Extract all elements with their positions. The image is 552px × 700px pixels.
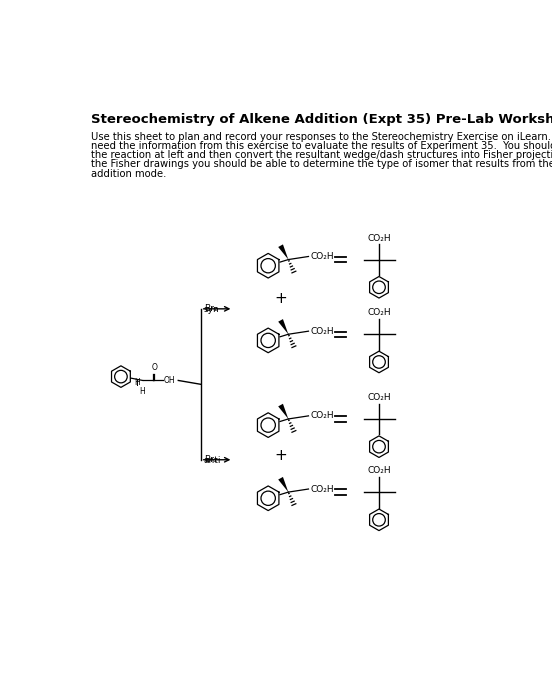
Text: OH: OH: [163, 376, 175, 385]
Polygon shape: [278, 404, 288, 419]
Text: Br₂: Br₂: [204, 456, 217, 464]
Text: CO₂H: CO₂H: [367, 234, 391, 243]
Text: H: H: [139, 387, 145, 396]
Polygon shape: [278, 319, 288, 335]
Text: CO₂H: CO₂H: [310, 412, 333, 421]
Text: Use this sheet to plan and record your responses to the Stereochemistry Exercise: Use this sheet to plan and record your r…: [91, 132, 552, 141]
Text: the reaction at left and then convert the resultant wedge/dash structures into F: the reaction at left and then convert th…: [91, 150, 552, 160]
Text: anti: anti: [204, 456, 221, 465]
Text: CO₂H: CO₂H: [367, 393, 391, 402]
Text: CO₂H: CO₂H: [310, 327, 333, 336]
Text: Stereochemistry of Alkene Addition (Expt 35) Pre-Lab Worksheet: Stereochemistry of Alkene Addition (Expt…: [91, 113, 552, 126]
Text: H: H: [134, 377, 140, 386]
Polygon shape: [278, 477, 288, 492]
Text: Br₂: Br₂: [204, 304, 217, 314]
Text: O: O: [151, 363, 157, 372]
Text: the Fisher drawings you should be able to determine the type of isomer that resu: the Fisher drawings you should be able t…: [91, 160, 552, 169]
Text: need the information from this exercise to evaluate the results of Experiment 35: need the information from this exercise …: [91, 141, 552, 151]
Text: +: +: [274, 290, 287, 306]
Text: CO₂H: CO₂H: [367, 466, 391, 475]
Text: syn: syn: [204, 305, 220, 314]
Text: +: +: [274, 449, 287, 463]
Text: CO₂H: CO₂H: [367, 308, 391, 317]
Text: CO₂H: CO₂H: [310, 484, 333, 494]
Polygon shape: [278, 244, 288, 260]
Text: CO₂H: CO₂H: [310, 252, 333, 261]
Text: addition mode.: addition mode.: [91, 169, 166, 178]
